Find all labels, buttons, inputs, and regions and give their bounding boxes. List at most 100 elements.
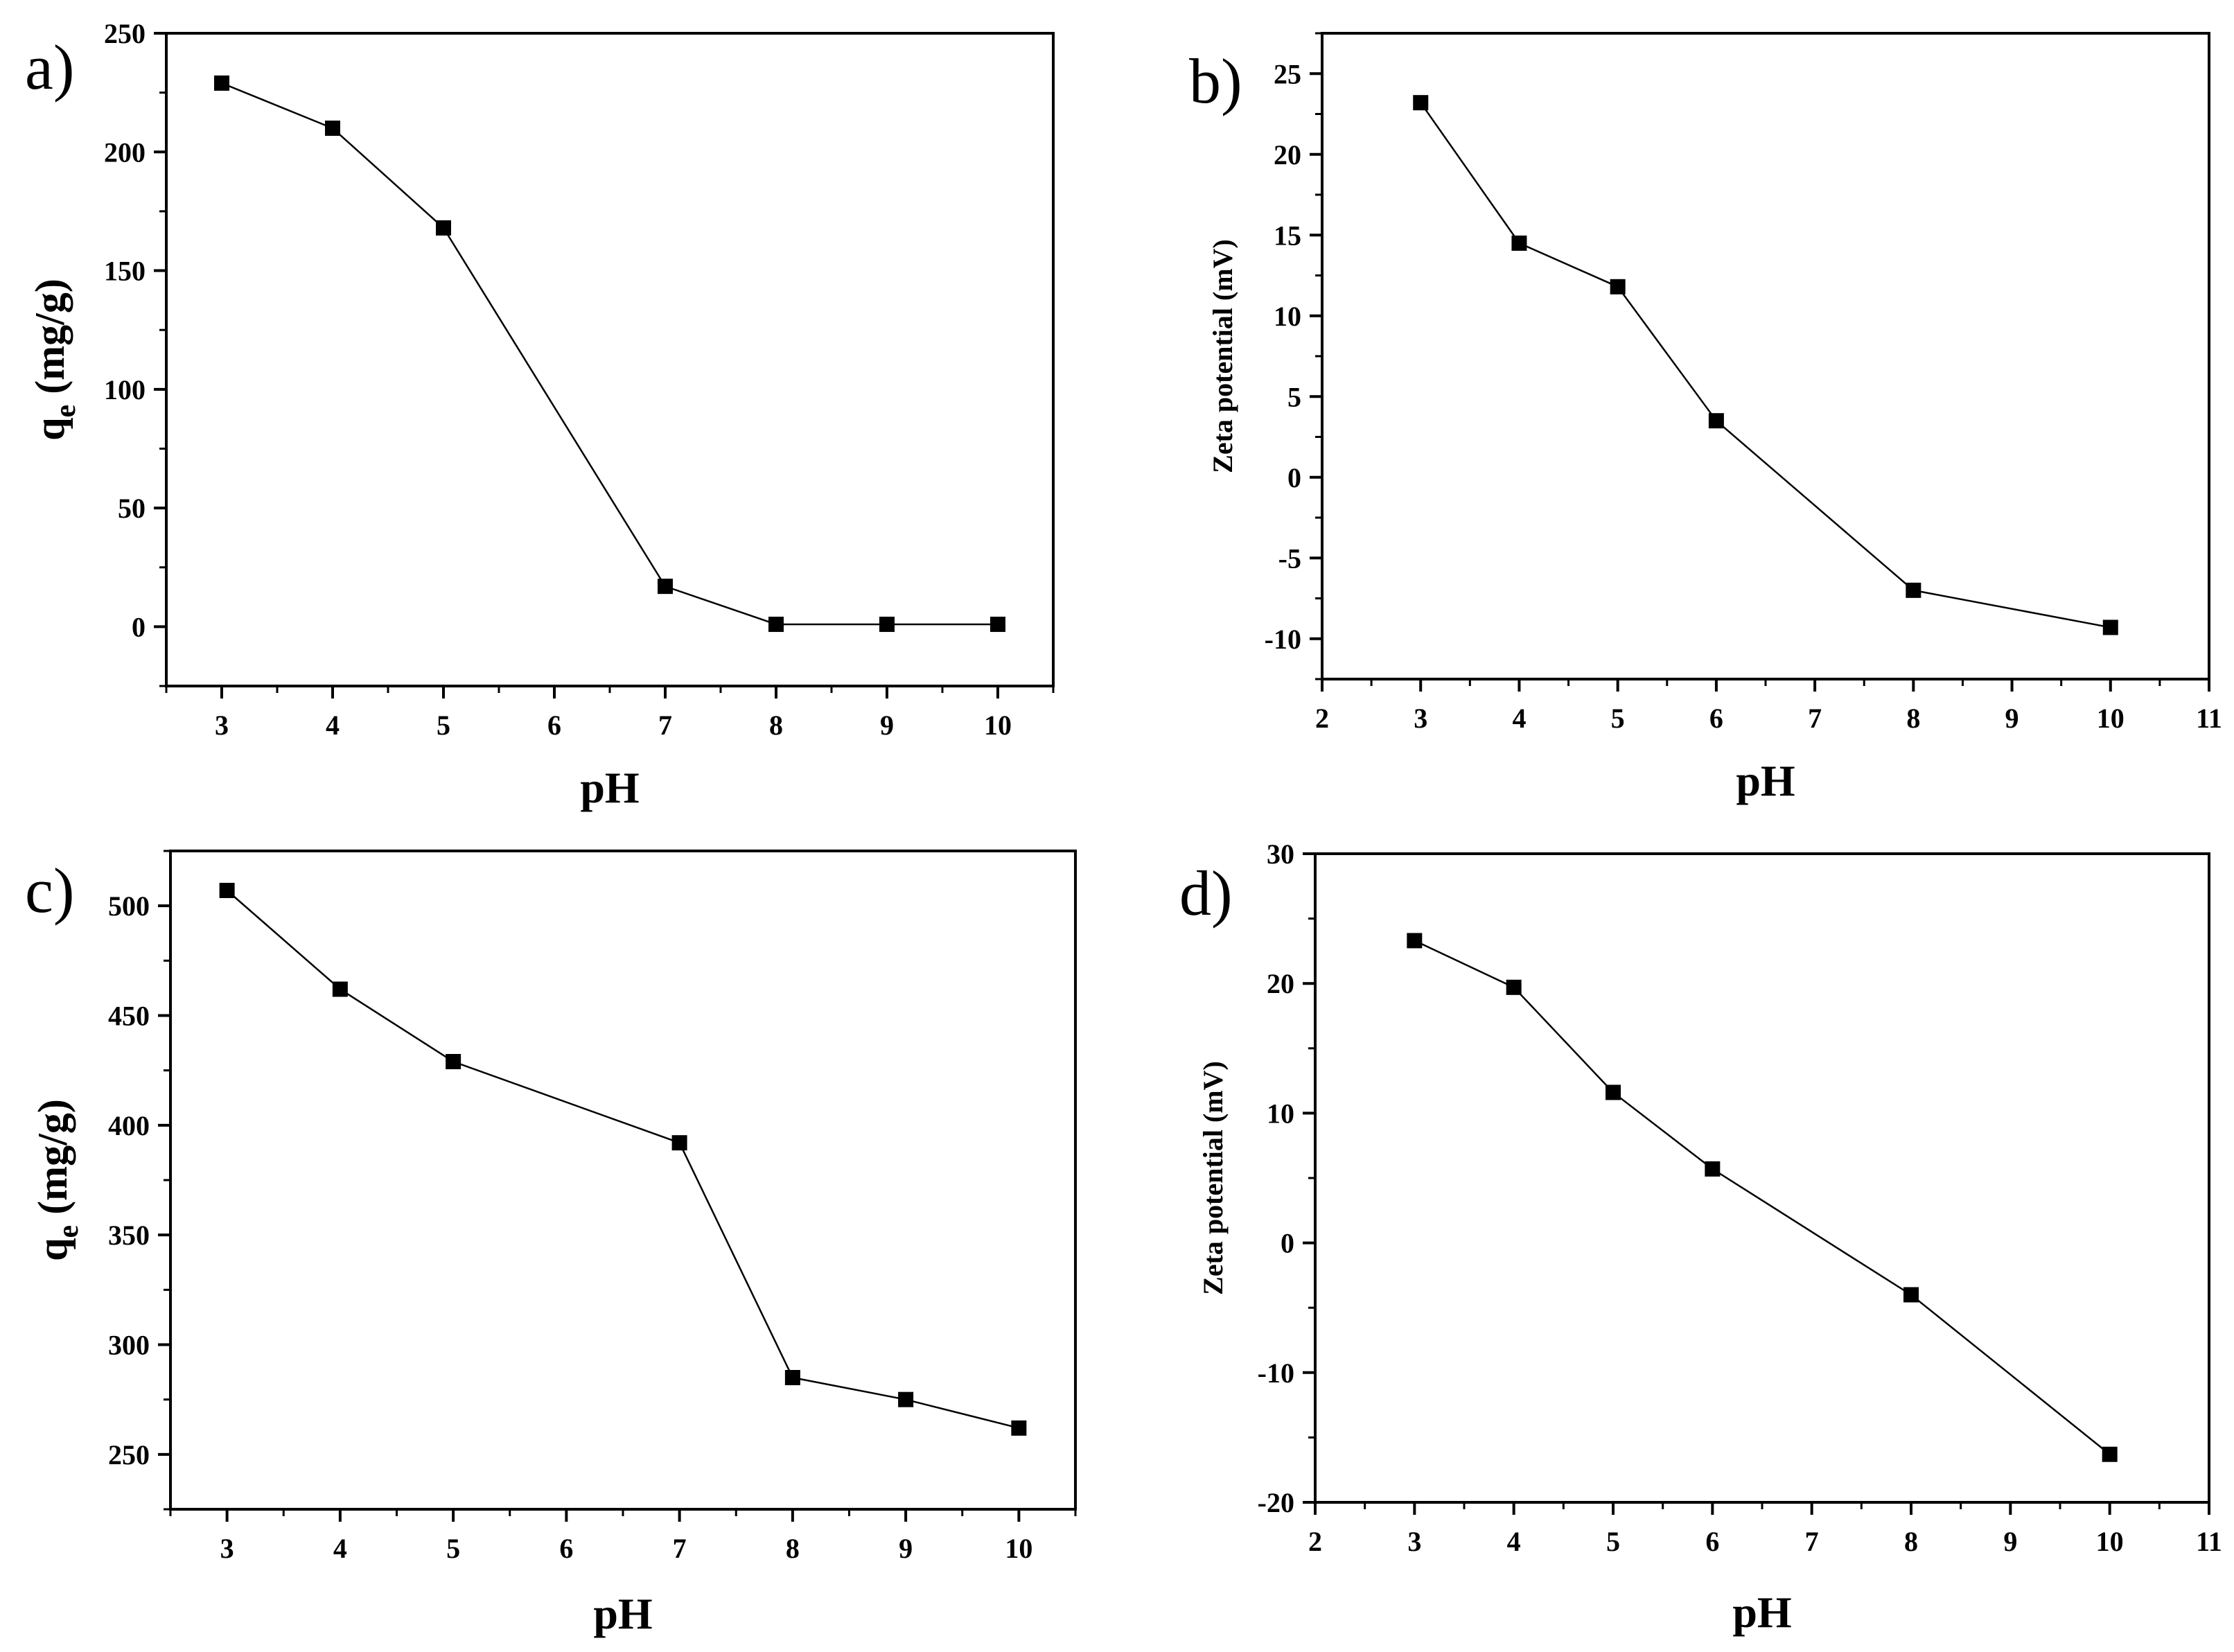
- data-point: [219, 883, 235, 898]
- x-tick-label: 9: [880, 710, 894, 741]
- data-point: [325, 121, 340, 137]
- y-tick-label: 25: [1274, 58, 1301, 89]
- data-point: [1705, 1161, 1721, 1177]
- data-point: [1906, 582, 1921, 598]
- x-tick-label: 6: [547, 710, 561, 741]
- plot-frame: [165, 32, 1055, 687]
- y-tick-label: 250: [104, 18, 146, 49]
- data-point: [1506, 979, 1522, 995]
- y-tick-label: 350: [108, 1220, 150, 1251]
- data-point: [990, 616, 1005, 632]
- y-tick-label: 150: [104, 256, 146, 287]
- y-tick-label: 400: [108, 1110, 150, 1141]
- data-point: [879, 616, 895, 632]
- y-tick-label: 20: [1274, 139, 1301, 170]
- y-tick-label: -10: [1258, 1357, 1294, 1389]
- series-line: [1414, 940, 2111, 1455]
- x-tick-label: 2: [1308, 1526, 1322, 1557]
- series-line: [221, 82, 998, 626]
- y-tick-label: 0: [132, 611, 146, 642]
- y-tick-label: -10: [1265, 624, 1301, 655]
- x-tick-label: 8: [1904, 1526, 1918, 1557]
- data-point: [768, 616, 784, 632]
- x-tick-label: 10: [984, 710, 1012, 741]
- y-tick-label: 5: [1287, 381, 1301, 412]
- data-point: [2102, 1446, 2118, 1462]
- data-point: [436, 220, 451, 236]
- data-point: [214, 75, 229, 91]
- data-point: [1606, 1084, 1621, 1100]
- x-tick-label: 5: [446, 1533, 460, 1564]
- y-tick-label: 250: [108, 1439, 150, 1470]
- y-tick-label: 450: [108, 1001, 150, 1032]
- data-point: [332, 981, 348, 997]
- y-tick-label: 10: [1267, 1098, 1294, 1129]
- x-tick-label: 9: [2003, 1526, 2017, 1557]
- data-point: [1708, 413, 1724, 429]
- x-tick-label: 7: [1808, 703, 1822, 734]
- y-tick-label: 50: [118, 493, 146, 524]
- y-tick-label: 20: [1267, 968, 1294, 999]
- y-tick-label: 10: [1274, 301, 1301, 332]
- panel-label: c): [25, 855, 74, 926]
- x-axis-title: pH: [1732, 1588, 1791, 1637]
- x-tick-label: 11: [2196, 703, 2222, 734]
- y-tick-label: 0: [1281, 1228, 1294, 1259]
- data-point: [1610, 279, 1626, 295]
- plot-frame: [1321, 32, 2210, 680]
- plot-frame: [169, 850, 1077, 1511]
- data-point: [1407, 933, 1423, 949]
- y-axis-title: qe (mg/g): [30, 1099, 85, 1261]
- x-tick-label: 8: [1906, 703, 1920, 734]
- x-axis-title: pH: [593, 1589, 652, 1638]
- y-axis-title: qe (mg/g): [27, 279, 82, 441]
- x-tick-label: 5: [1611, 703, 1625, 734]
- data-point: [671, 1135, 687, 1151]
- x-tick-label: 8: [769, 710, 783, 741]
- data-point: [898, 1391, 914, 1407]
- x-axis-title: pH: [1736, 756, 1795, 805]
- y-tick-label: 30: [1267, 838, 1294, 870]
- data-point: [658, 579, 673, 595]
- series-line: [1420, 102, 2111, 629]
- x-tick-label: 5: [437, 710, 450, 741]
- x-tick-label: 5: [1606, 1526, 1620, 1557]
- data-point: [446, 1054, 461, 1069]
- data-point: [1511, 235, 1527, 251]
- x-tick-label: 3: [220, 1533, 234, 1564]
- y-tick-label: -20: [1258, 1487, 1294, 1518]
- y-tick-label: 15: [1274, 220, 1301, 251]
- y-tick-label: 500: [108, 890, 150, 922]
- x-tick-label: 7: [1805, 1526, 1819, 1557]
- x-tick-label: 8: [786, 1533, 800, 1564]
- data-point: [1011, 1420, 1027, 1436]
- y-tick-label: -5: [1278, 543, 1301, 574]
- series-line: [226, 890, 1019, 1430]
- y-axis-title: Zeta potential (mV): [1197, 1061, 1229, 1295]
- x-tick-label: 4: [1507, 1526, 1521, 1557]
- data-point: [1413, 95, 1429, 111]
- x-tick-label: 7: [673, 1533, 687, 1564]
- x-tick-label: 10: [2097, 703, 2125, 734]
- x-tick-label: 9: [2005, 703, 2019, 734]
- data-point: [1903, 1287, 1919, 1303]
- y-tick-label: 200: [104, 137, 146, 168]
- x-tick-label: 2: [1315, 703, 1329, 734]
- plot-frame: [1314, 852, 2210, 1504]
- panel-b-chart: 2 3 4 5 6 7 8 9 10 11 -10 -5 0 5 10 15 20 25 pH Zeta potent…: [1189, 32, 2222, 805]
- y-tick-label: 100: [104, 374, 146, 405]
- x-tick-label: 10: [2096, 1526, 2124, 1557]
- x-tick-label: 6: [1705, 1526, 1719, 1557]
- x-axis-title: pH: [580, 763, 639, 812]
- y-tick-label: 0: [1287, 462, 1301, 493]
- x-tick-label: 4: [1512, 703, 1526, 734]
- panel-label: a): [25, 32, 74, 103]
- x-tick-label: 4: [326, 710, 340, 741]
- panel-label: d): [1179, 858, 1233, 929]
- data-point: [784, 1370, 800, 1385]
- panel-label: b): [1189, 46, 1242, 116]
- x-tick-label: 3: [1414, 703, 1427, 734]
- x-tick-label: 7: [658, 710, 672, 741]
